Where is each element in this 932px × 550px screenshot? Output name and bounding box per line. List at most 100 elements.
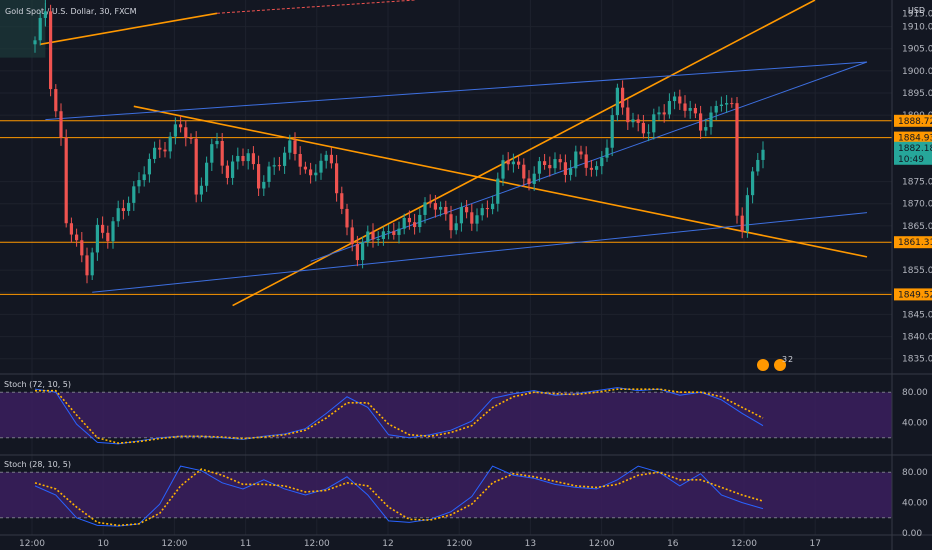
candle-body[interactable] xyxy=(153,147,157,159)
candle-body[interactable] xyxy=(283,152,287,166)
candle-body[interactable] xyxy=(329,154,333,164)
candle-body[interactable] xyxy=(673,96,677,102)
candle-body[interactable] xyxy=(220,140,224,166)
red-dashed-line[interactable] xyxy=(216,0,416,14)
candle-body[interactable] xyxy=(688,107,692,111)
candle-body[interactable] xyxy=(90,252,94,276)
candle-body[interactable] xyxy=(345,208,349,228)
candle-body[interactable] xyxy=(532,173,536,184)
event-badges[interactable]: 3 2 xyxy=(757,355,793,371)
candle-body[interactable] xyxy=(111,221,115,242)
candle-body[interactable] xyxy=(621,87,625,108)
candle-body[interactable] xyxy=(59,111,63,138)
candle-body[interactable] xyxy=(714,105,718,113)
candle-body[interactable] xyxy=(142,174,146,181)
candle-body[interactable] xyxy=(506,160,510,165)
candle-body[interactable] xyxy=(485,208,489,210)
candle-body[interactable] xyxy=(735,103,739,216)
candle-body[interactable] xyxy=(215,140,219,145)
trendline[interactable] xyxy=(133,105,868,258)
candle-body[interactable] xyxy=(251,153,255,165)
candle-body[interactable] xyxy=(751,171,755,196)
candle-body[interactable] xyxy=(392,231,396,235)
candle-body[interactable] xyxy=(480,208,484,216)
candle-body[interactable] xyxy=(537,161,541,174)
candle-body[interactable] xyxy=(761,149,765,160)
candle-body[interactable] xyxy=(709,112,713,128)
candle-body[interactable] xyxy=(543,161,547,166)
candle-body[interactable] xyxy=(194,138,198,195)
candle-body[interactable] xyxy=(475,215,479,224)
candle-body[interactable] xyxy=(69,223,73,235)
candle-body[interactable] xyxy=(298,153,302,167)
candle-body[interactable] xyxy=(553,159,557,169)
candle-body[interactable] xyxy=(184,127,188,138)
candle-body[interactable] xyxy=(272,165,276,167)
candle-body[interactable] xyxy=(303,166,307,170)
candle-body[interactable] xyxy=(80,240,84,256)
candle-body[interactable] xyxy=(491,203,495,210)
candle-body[interactable] xyxy=(470,212,474,224)
candle-body[interactable] xyxy=(433,203,437,210)
candle-body[interactable] xyxy=(38,17,42,41)
candle-body[interactable] xyxy=(116,208,120,222)
candle-body[interactable] xyxy=(241,155,245,162)
candle-body[interactable] xyxy=(439,206,443,210)
candle-body[interactable] xyxy=(324,154,328,161)
candle-body[interactable] xyxy=(371,231,375,240)
candle-body[interactable] xyxy=(667,101,671,115)
candle-body[interactable] xyxy=(267,166,271,182)
candle-body[interactable] xyxy=(756,159,760,172)
candle-body[interactable] xyxy=(335,163,339,194)
candle-body[interactable] xyxy=(647,132,651,134)
candle-body[interactable] xyxy=(600,157,604,167)
trendline[interactable] xyxy=(45,61,868,121)
candle-body[interactable] xyxy=(527,178,531,184)
candle-body[interactable] xyxy=(350,227,354,245)
candle-body[interactable] xyxy=(314,172,318,176)
stoch-28-pane[interactable] xyxy=(0,465,892,527)
candle-body[interactable] xyxy=(121,208,125,212)
event-badge-icon[interactable] xyxy=(757,359,769,371)
candle-body[interactable] xyxy=(95,224,99,253)
candle-body[interactable] xyxy=(173,124,177,137)
candle-body[interactable] xyxy=(517,161,521,165)
candle-body[interactable] xyxy=(397,228,401,235)
stoch-28-k-line[interactable] xyxy=(34,465,764,527)
candle-body[interactable] xyxy=(699,113,703,131)
trendline[interactable] xyxy=(40,12,218,46)
candle-body[interactable] xyxy=(657,112,661,115)
candle-body[interactable] xyxy=(693,107,697,114)
candle-body[interactable] xyxy=(277,165,281,167)
candle-body[interactable] xyxy=(147,158,151,175)
candle-body[interactable] xyxy=(444,206,448,215)
candle-body[interactable] xyxy=(225,165,229,178)
candle-body[interactable] xyxy=(158,147,162,150)
candle-body[interactable] xyxy=(319,160,323,173)
candle-body[interactable] xyxy=(127,202,131,212)
stoch-72-d-line[interactable] xyxy=(35,388,764,444)
candle-body[interactable] xyxy=(626,107,630,123)
candle-body[interactable] xyxy=(496,178,500,204)
candle-body[interactable] xyxy=(340,193,344,209)
candle-body[interactable] xyxy=(106,232,110,242)
candle-body[interactable] xyxy=(704,127,708,131)
candle-body[interactable] xyxy=(361,242,365,261)
candle-body[interactable] xyxy=(631,119,635,123)
candle-body[interactable] xyxy=(428,202,432,204)
candle-body[interactable] xyxy=(548,165,552,169)
candle-body[interactable] xyxy=(262,181,266,189)
candle-body[interactable] xyxy=(132,186,136,203)
stoch-72-pane[interactable] xyxy=(0,387,892,445)
candle-body[interactable] xyxy=(423,202,427,215)
stoch-28-d-line[interactable] xyxy=(34,468,764,527)
candle-body[interactable] xyxy=(179,124,183,128)
candle-body[interactable] xyxy=(64,137,68,224)
candle-body[interactable] xyxy=(511,161,515,165)
candle-body[interactable] xyxy=(579,151,583,155)
candle-body[interactable] xyxy=(54,89,58,112)
candle-body[interactable] xyxy=(589,167,593,170)
candle-body[interactable] xyxy=(376,238,380,240)
candle-body[interactable] xyxy=(210,144,214,163)
